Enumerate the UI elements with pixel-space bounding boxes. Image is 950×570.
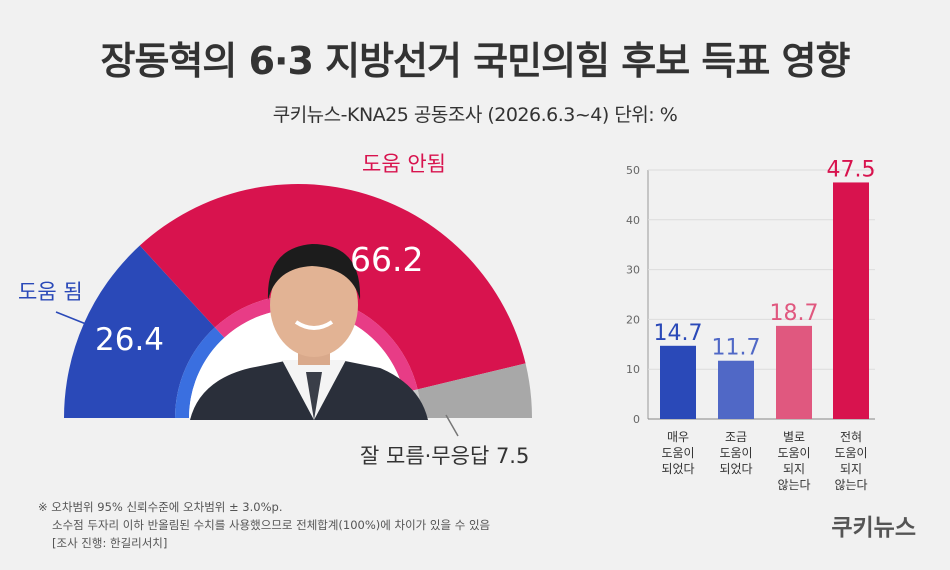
category-label: 전혀	[840, 430, 862, 444]
bar-value-label: 18.7	[770, 301, 819, 326]
category-label: 되었다	[661, 462, 694, 476]
value-nohelp: 66.2	[350, 240, 424, 279]
category-label: 않는다	[834, 478, 867, 492]
y-tick-label: 0	[633, 413, 640, 426]
y-tick-label: 30	[626, 264, 640, 277]
bar-2	[776, 325, 812, 419]
category-label: 매우	[667, 430, 689, 444]
chart-title: 장동혁의 6·3 지방선거 국민의힘 후보 득표 영향	[100, 39, 851, 83]
chart-subtitle: 쿠키뉴스-KNA25 공동조사 (2026.6.3~4) 단위: %	[272, 104, 678, 126]
donut-slice-2	[417, 363, 532, 418]
category-label: 도움이	[834, 446, 867, 460]
category-label: 조금	[725, 430, 747, 444]
category-label: 않는다	[777, 478, 810, 492]
category-label: 도움이	[719, 446, 752, 460]
y-tick-label: 40	[626, 214, 640, 227]
bar-value-label: 14.7	[654, 321, 703, 346]
bar-value-label: 11.7	[712, 336, 761, 361]
category-label: 되었다	[719, 462, 752, 476]
person-photo	[190, 244, 428, 420]
label-dontknow: 잘 모름·무응답 7.5	[360, 444, 530, 468]
y-tick-label: 10	[626, 363, 640, 376]
category-label: 되지	[783, 462, 805, 476]
help-leader-line	[55, 311, 87, 325]
y-tick-label: 20	[626, 313, 640, 326]
y-tick-label: 50	[626, 164, 640, 177]
donut-inner-ring-1	[214, 295, 418, 393]
label-nohelp: 도움 안됨	[362, 152, 446, 176]
category-label: 별로	[783, 430, 805, 444]
bar-0	[660, 345, 696, 419]
dk-leader-line	[445, 414, 459, 437]
value-help: 26.4	[95, 322, 165, 358]
category-label: 도움이	[777, 446, 810, 460]
category-label: 되지	[840, 462, 862, 476]
label-help: 도움 됨	[18, 280, 83, 304]
donut-slice-0	[64, 245, 215, 418]
footnote-line-2: 소수점 두자리 이하 반올림된 수치를 사용했으므로 전체합계(100%)에 차…	[52, 518, 491, 532]
donut-inner-ring-0	[175, 327, 225, 418]
bar-3	[833, 182, 869, 419]
footnote-line-1: ※ 오차범위 95% 신뢰수준에 오차범위 ± 3.0%p.	[38, 500, 283, 514]
bar-value-label: 47.5	[827, 157, 876, 182]
footnote: ※ 오차범위 95% 신뢰수준에 오차범위 ± 3.0%p. 소수점 두자리 이…	[38, 498, 490, 552]
brand-logo: 쿠키뉴스	[831, 515, 916, 541]
category-label: 도움이	[661, 446, 694, 460]
footnote-line-3: [조사 진행: 한길리서치]	[52, 536, 168, 550]
bar-1	[718, 360, 754, 419]
